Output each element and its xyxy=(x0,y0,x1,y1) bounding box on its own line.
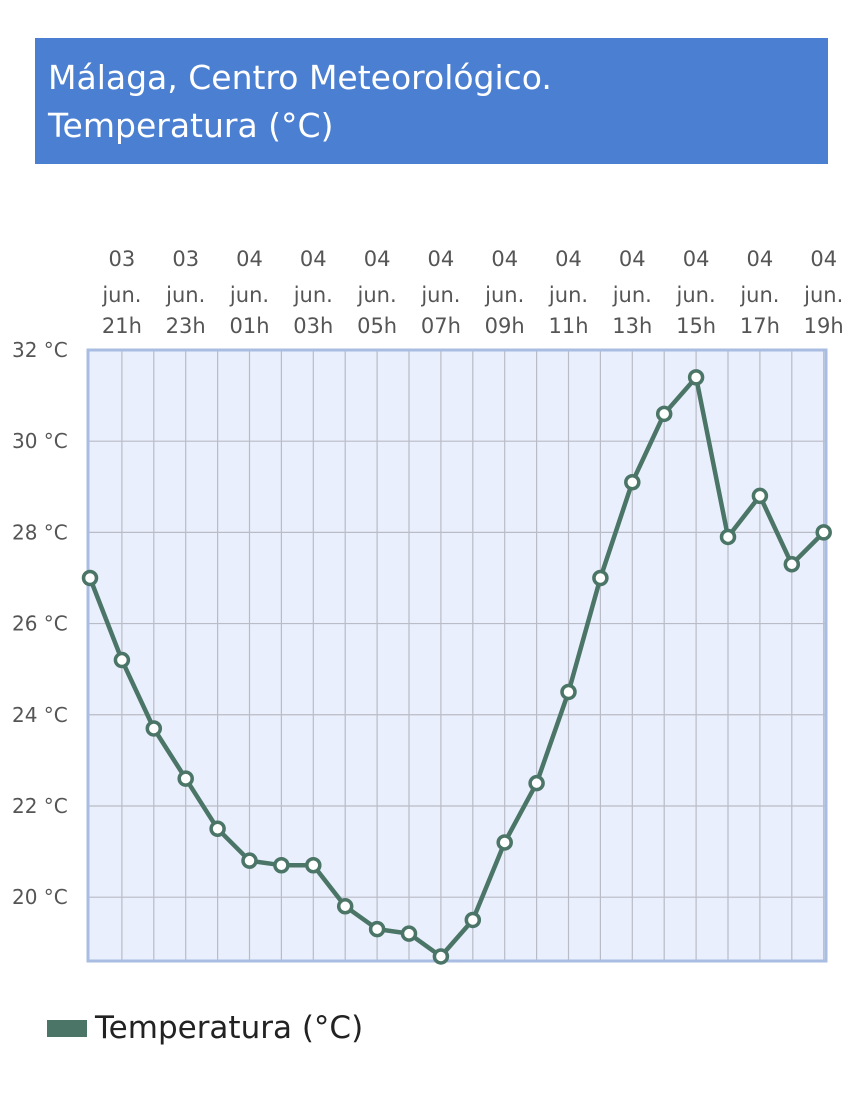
x-tick-label: 04 jun. 19h xyxy=(803,247,844,338)
x-tick-label: 04 jun. 09h xyxy=(484,247,525,338)
x-tick-label: 03 jun. 21h xyxy=(101,247,142,338)
data-point[interactable] xyxy=(336,898,354,915)
x-tick-label: 04 jun. 03h xyxy=(293,247,334,338)
x-tick-label: 04 jun. 07h xyxy=(420,247,461,338)
data-point[interactable] xyxy=(113,651,131,669)
x-tick-label: 03 jun. 23h xyxy=(165,247,206,338)
y-tick-label: 28 °C xyxy=(12,520,68,544)
plot-border xyxy=(86,348,828,963)
data-point[interactable] xyxy=(655,405,673,423)
chart-title-line-2: Temperatura (°C) xyxy=(48,106,334,145)
temperature-line-chart: 03 jun. 21h 03 jun. 23h 04 jun. 01h 04 jun. 03h 04 ju… xyxy=(12,247,844,965)
y-tick-label: 24 °C xyxy=(12,703,68,727)
data-point[interactable] xyxy=(305,856,322,874)
y-tick-label: 22 °C xyxy=(12,794,68,818)
legend-swatch xyxy=(47,1019,87,1037)
legend: Temperatura (°C) xyxy=(47,1006,363,1050)
data-point[interactable] xyxy=(432,948,450,965)
x-tick-label: 04 jun. 01h xyxy=(229,247,270,338)
series-line-temperature xyxy=(87,375,826,959)
y-tick-label: 26 °C xyxy=(12,612,68,636)
chart-title: Málaga, Centro Meteorológico. Temperatur… xyxy=(35,38,828,164)
data-point[interactable] xyxy=(81,569,99,587)
x-tick-label: 04 jun. 17h xyxy=(739,247,780,338)
y-tick-label: 20 °C xyxy=(12,885,68,909)
plot-area xyxy=(88,350,826,961)
data-point[interactable] xyxy=(528,774,545,792)
x-tick-label: 04 jun. 05h xyxy=(357,247,398,338)
y-tick-label: 30 °C xyxy=(12,429,68,453)
y-tick-label: 32 °C xyxy=(12,338,68,362)
data-point[interactable] xyxy=(592,569,609,587)
data-point[interactable] xyxy=(496,834,513,851)
data-point[interactable] xyxy=(815,524,832,541)
data-point[interactable] xyxy=(273,856,290,874)
data-point[interactable] xyxy=(783,556,801,573)
data-point[interactable] xyxy=(209,820,226,838)
legend-label: Temperatura (°C) xyxy=(95,1010,364,1046)
data-point[interactable] xyxy=(241,852,258,869)
data-point[interactable] xyxy=(719,528,737,546)
data-point[interactable] xyxy=(687,369,705,386)
data-point[interactable] xyxy=(177,770,194,787)
x-tick-label: 04 jun. 15h xyxy=(676,247,717,338)
chart-title-line-1: Málaga, Centro Meteorológico. xyxy=(48,58,552,97)
data-point[interactable] xyxy=(145,720,163,737)
data-point[interactable] xyxy=(624,473,641,491)
x-tick-label: 04 jun. 13h xyxy=(612,247,653,338)
data-point[interactable] xyxy=(368,920,386,938)
data-point[interactable] xyxy=(560,683,577,701)
x-tick-label: 04 jun. 11h xyxy=(548,247,589,338)
data-point[interactable] xyxy=(464,911,482,929)
data-point[interactable] xyxy=(751,487,769,505)
data-point[interactable] xyxy=(400,925,418,942)
